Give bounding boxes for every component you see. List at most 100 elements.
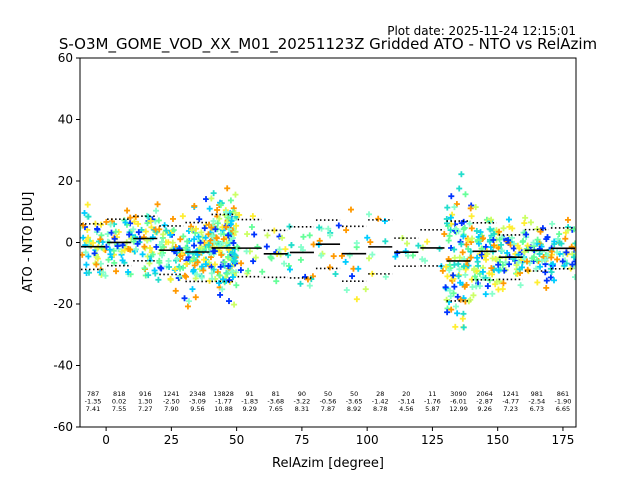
scatter-point [157,264,164,271]
scatter-point [452,303,459,310]
bin-stat-label: 7.87 [321,405,335,413]
bin-stat-label: 2348 [189,390,206,398]
scatter-point [468,225,475,232]
bin-stat-label: 818 [113,390,125,398]
scatter-point [142,228,149,235]
scatter-point [200,267,207,274]
scatter-point [297,280,304,287]
scatter-point [561,262,568,269]
scatter-point [489,290,496,297]
scatter-point [467,205,474,212]
scatter-point [121,247,128,254]
scatter-point [441,231,448,238]
scatter-point [156,259,163,266]
scatter-point [144,220,151,227]
scatter-point [571,226,576,233]
scatter-point [493,256,500,263]
bin-stats-labels: 787-1.357.418180.027.559161.307.271241-2… [85,390,572,413]
scatter-point [216,215,223,222]
scatter-point [107,221,114,228]
bin-stat-label: 1.30 [138,398,152,406]
scatter-point [184,303,191,310]
scatter-point [122,219,129,226]
scatter-point [236,211,243,218]
scatter-point [134,240,141,247]
bin-mean-lines [81,213,575,302]
scatter-point [298,244,305,251]
scatter-point [500,280,507,287]
scatter-point [97,236,104,243]
scatter-point [232,228,239,235]
scatter-point [454,310,461,317]
scatter-point [126,231,133,238]
scatter-point [516,245,523,252]
scatter-point [316,224,323,231]
plot-date: Plot date: 2025-11-24 12:15:01 [387,24,576,38]
scatter-point [145,272,152,279]
scatter-point [285,262,292,269]
scatter-point [219,239,226,246]
scatter-point [201,256,208,263]
scatter-point [470,292,477,299]
bin-stat-label: 861 [557,390,569,398]
scatter-point [209,233,216,240]
scatter-point [477,229,484,236]
scatter-point [190,268,197,275]
scatter-point [521,220,528,227]
scatter-point [160,243,167,250]
bin-stat-label: -1.90 [555,398,572,406]
scatter-point [231,301,238,308]
scatter-point [216,272,223,279]
scatter-point [217,202,224,209]
y-axis-label: ATO - NTO [DU] [21,192,36,293]
scatter-point [181,272,188,279]
x-tick-label: 50 [229,433,244,447]
scatter-point [554,249,561,256]
scatter-point [130,226,137,233]
scatter-point [330,253,337,260]
scatter-point [524,258,531,265]
scatter-point [110,247,117,254]
scatter-point [327,232,334,239]
scatter-point [167,275,174,282]
scatter-point [83,237,90,244]
scatter-point [443,296,450,303]
scatter-point [516,266,523,273]
scatter-points [80,171,576,331]
x-tick-label: 125 [421,433,444,447]
scatter-point [202,234,209,241]
bin-stat-label: 28 [376,390,384,398]
scatter-point [220,276,227,283]
scatter-point [229,274,236,281]
scatter-point [554,256,561,263]
scatter-point [169,215,176,222]
scatter-point [543,277,550,284]
scatter-point [228,217,235,224]
scatter-point [171,248,178,255]
y-tick-label: -20 [53,297,73,311]
scatter-point [405,252,412,259]
scatter-point [111,235,118,242]
scatter-point [369,251,376,258]
scatter-point [249,213,256,220]
x-tick-label: 0 [102,433,110,447]
scatter-point [85,213,92,220]
scatter-point [542,256,549,263]
scatter-point [219,286,226,293]
scatter-point [448,306,455,313]
scatter-point [451,204,458,211]
scatter-point [83,261,90,268]
scatter-point [482,291,489,298]
scatter-point [355,265,362,272]
scatter-point [444,309,451,316]
scatter-point [456,254,463,261]
scatter-point [508,234,515,241]
scatter-point [195,233,202,240]
scatter-point [192,294,199,301]
scatter-point [381,218,388,225]
scatter-point [93,253,100,260]
scatter-point [180,233,187,240]
scatter-point [213,235,220,242]
scatter-point [563,249,570,256]
scatter-point [114,243,121,250]
